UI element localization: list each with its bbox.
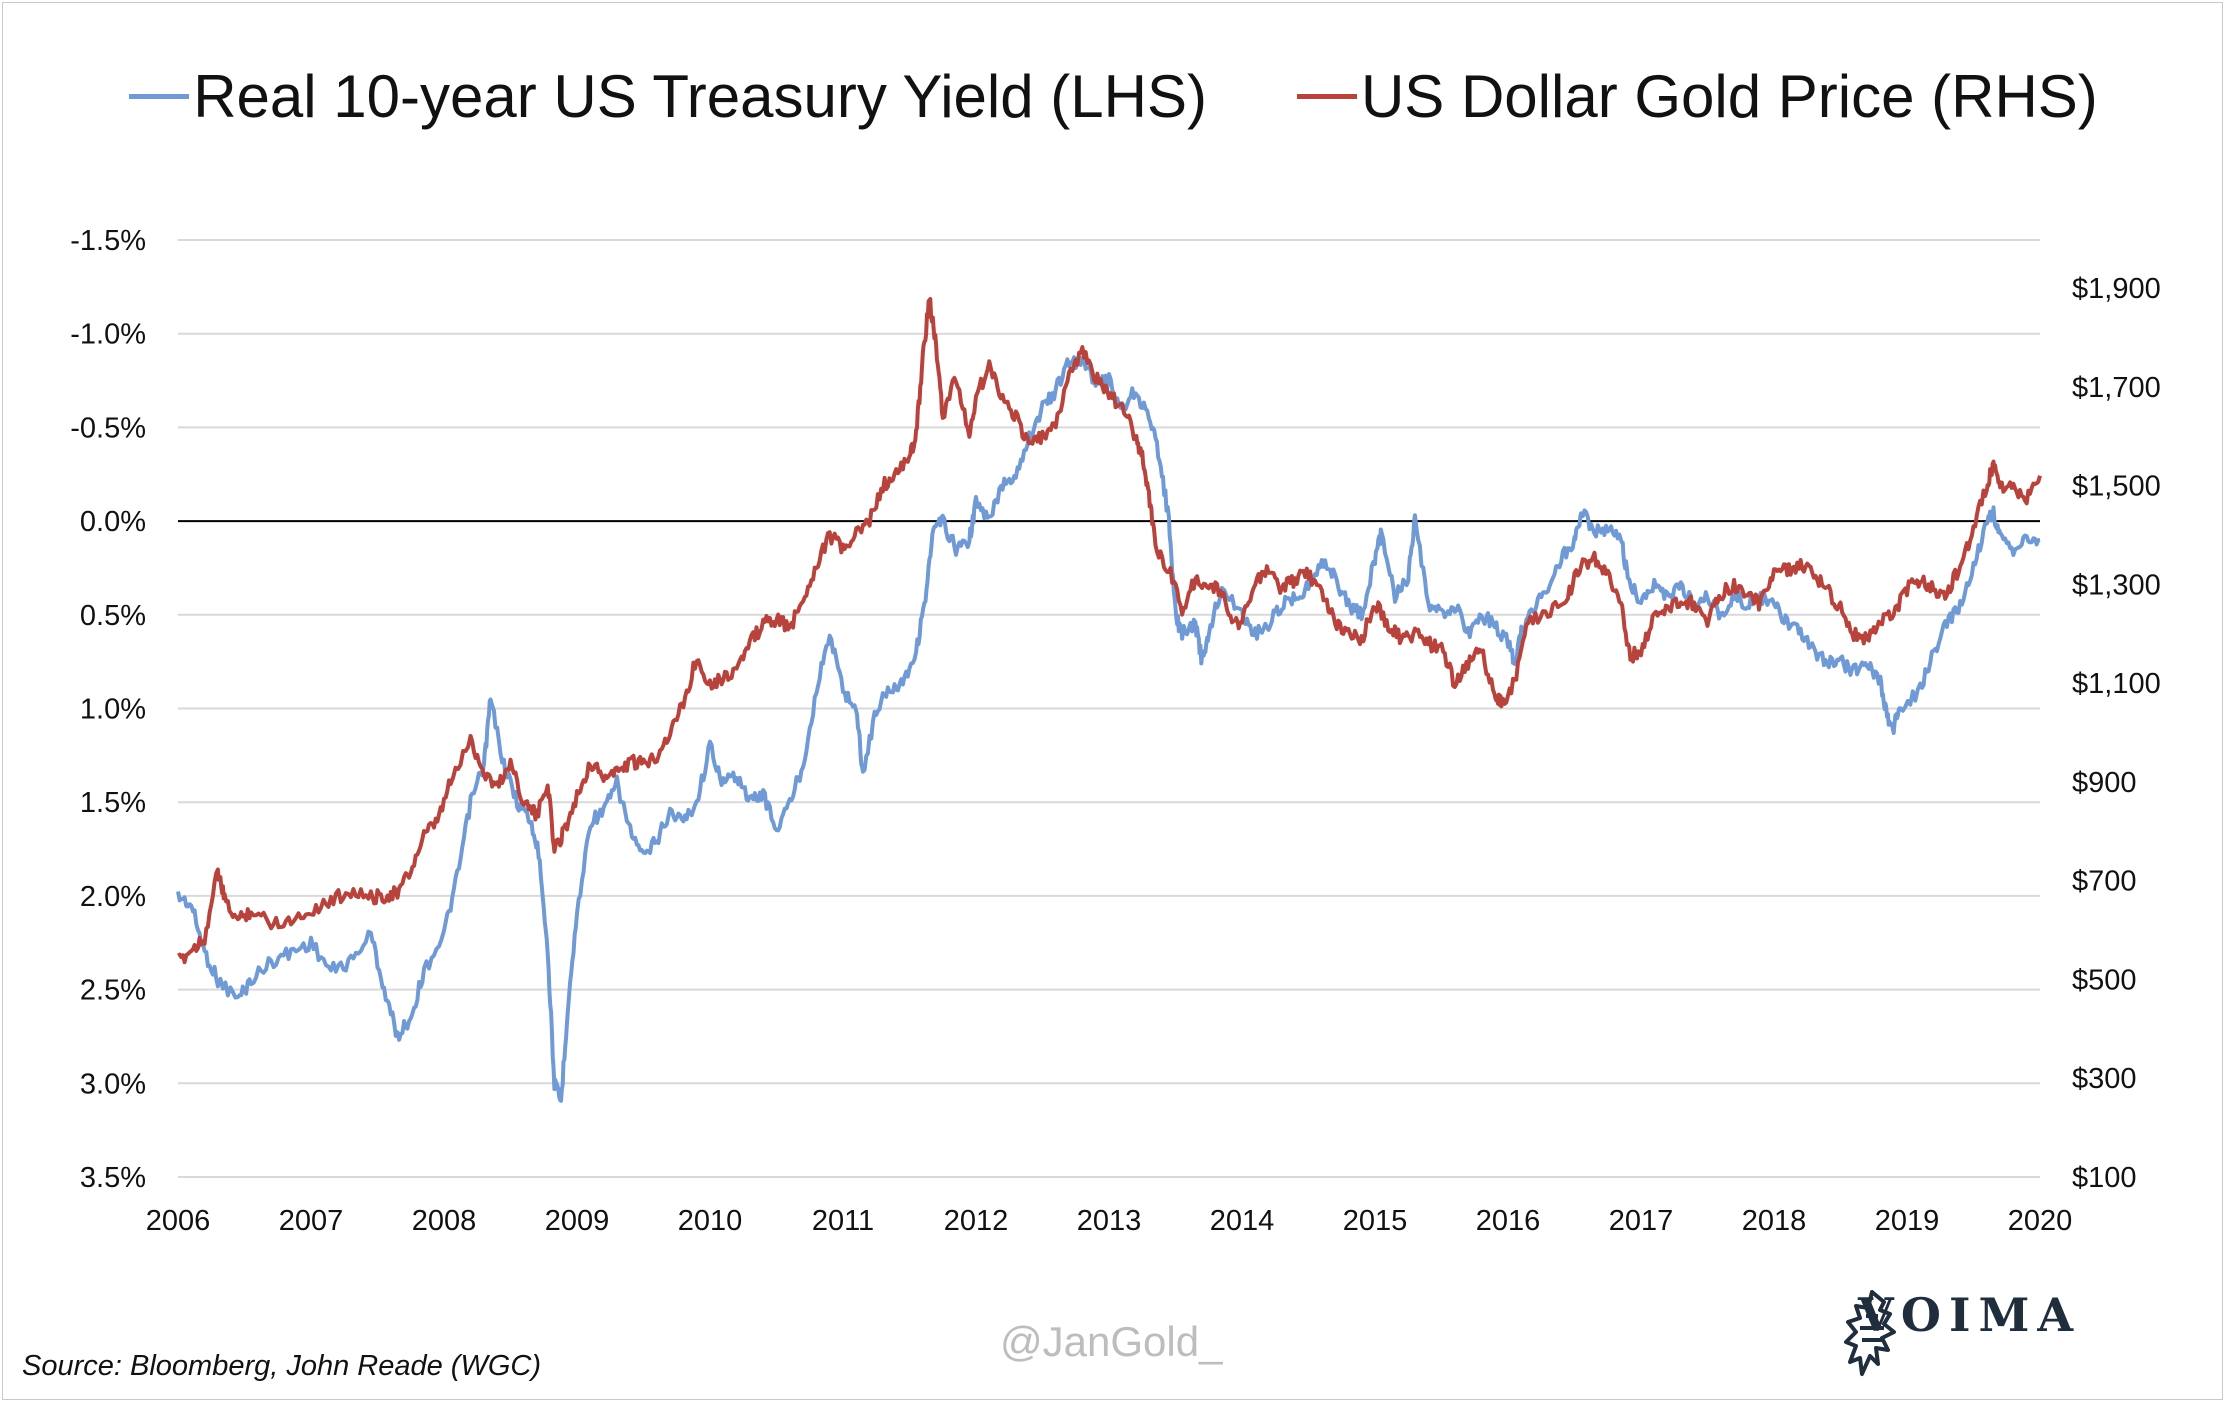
left-axis-tick-label: -0.5% [70, 412, 146, 444]
x-axis-tick-label: 2013 [1077, 1205, 1142, 1237]
x-axis-tick-label: 2015 [1343, 1205, 1408, 1237]
x-axis-tick-label: 2019 [1875, 1205, 1940, 1237]
x-axis-tick-label: 2011 [812, 1205, 874, 1237]
source-note: Source: Bloomberg, John Reade (WGC) [22, 1350, 541, 1382]
right-axis-tick-label: $900 [2072, 767, 2137, 799]
chart-legend: Real 10-year US Treasury Yield (LHS) US … [0, 62, 2227, 131]
left-axis-tick-label: 0.5% [80, 600, 146, 632]
right-axis-tick-label: $1,300 [2072, 569, 2161, 601]
x-axis-tick-label: 2007 [279, 1205, 344, 1237]
left-axis-tick-label: 3.5% [80, 1162, 146, 1194]
left-axis-tick-label: 0.0% [80, 506, 146, 538]
legend-item-yield: Real 10-year US Treasury Yield (LHS) [129, 62, 1207, 131]
legend-label-yield: Real 10-year US Treasury Yield (LHS) [193, 63, 1207, 130]
legend-item-gold: US Dollar Gold Price (RHS) [1296, 62, 2098, 131]
left-axis-tick-label: 1.0% [80, 694, 146, 726]
right-axis-tick-label: $100 [2072, 1162, 2137, 1194]
series-line-gold [177, 297, 2042, 965]
x-axis-tick-label: 2010 [678, 1205, 743, 1237]
legend-label-gold: US Dollar Gold Price (RHS) [1360, 63, 2098, 130]
legend-swatch-yield [129, 94, 190, 99]
watermark: @JanGold_ [1000, 1318, 1223, 1365]
series-line-yield [176, 355, 2041, 1103]
left-axis-tick-label: -1.0% [70, 319, 146, 351]
x-axis-tick-label: 2016 [1476, 1205, 1541, 1237]
right-axis-tick-label: $1,500 [2072, 471, 2161, 503]
right-axis-tick-label: $1,100 [2072, 668, 2161, 700]
right-axis-tick-label: $1,900 [2072, 273, 2161, 305]
left-axis-tick-label: 2.0% [80, 881, 146, 913]
left-axis-tick-label: 1.5% [80, 787, 146, 819]
voima-logo: VOIMA [1840, 1288, 2081, 1376]
right-axis-tick-label: $300 [2072, 1063, 2137, 1095]
x-axis-tick-label: 2008 [412, 1205, 477, 1237]
left-axis-tick-label: 2.5% [80, 975, 146, 1007]
left-axis-tick-label: 3.0% [80, 1068, 146, 1100]
x-axis-tick-label: 2006 [146, 1205, 211, 1237]
x-axis-tick-label: 2014 [1210, 1205, 1275, 1237]
x-axis-tick-label: 2017 [1609, 1205, 1674, 1237]
x-axis-tick-label: 2018 [1742, 1205, 1807, 1237]
right-axis-tick-label: $500 [2072, 964, 2137, 996]
right-axis-tick-label: $1,700 [2072, 372, 2161, 404]
left-axis-tick-label: -1.5% [70, 225, 146, 257]
right-axis-tick-label: $700 [2072, 866, 2137, 898]
griffin-icon [1844, 1290, 1896, 1376]
x-axis-tick-label: 2012 [944, 1205, 1009, 1237]
legend-swatch-gold [1296, 94, 1357, 99]
x-axis-tick-label: 2020 [2008, 1205, 2073, 1237]
x-axis-tick-label: 2009 [545, 1205, 610, 1237]
